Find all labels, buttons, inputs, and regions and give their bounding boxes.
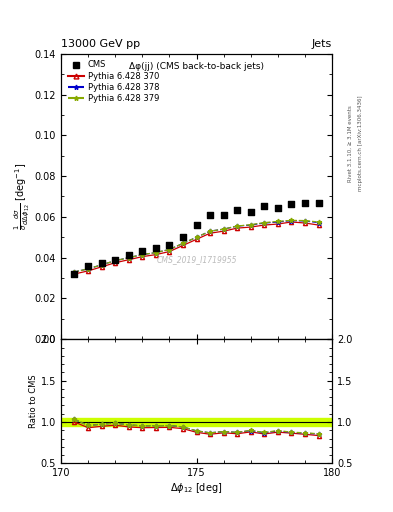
Pythia 6.428 378 xyxy=(153,249,158,255)
CMS xyxy=(193,221,200,229)
Text: Rivet 3.1.10, ≥ 3.1M events: Rivet 3.1.10, ≥ 3.1M events xyxy=(348,105,353,182)
Pythia 6.428 378 xyxy=(113,258,118,264)
Pythia 6.428 379 xyxy=(127,254,131,261)
Pythia 6.428 379 xyxy=(303,218,307,224)
Pythia 6.428 378 xyxy=(72,269,77,275)
CMS xyxy=(139,246,145,254)
CMS xyxy=(288,200,294,208)
Pythia 6.428 370 xyxy=(127,257,131,263)
Text: mcplots.cern.ch [arXiv:1306.3436]: mcplots.cern.ch [arXiv:1306.3436] xyxy=(358,96,363,191)
CMS xyxy=(261,202,268,210)
Pythia 6.428 370 xyxy=(289,219,294,225)
Pythia 6.428 378 xyxy=(180,240,185,246)
Pythia 6.428 378 xyxy=(194,234,199,240)
Pythia 6.428 379 xyxy=(221,226,226,232)
Y-axis label: $\frac{1}{\sigma}\frac{d\sigma}{d\Delta\phi_{12}}$ [deg$^{-1}$]: $\frac{1}{\sigma}\frac{d\sigma}{d\Delta\… xyxy=(13,163,32,230)
Pythia 6.428 378 xyxy=(235,223,240,229)
Pythia 6.428 379 xyxy=(248,222,253,228)
CMS xyxy=(112,255,118,264)
Pythia 6.428 370 xyxy=(86,268,90,274)
Pythia 6.428 378 xyxy=(289,218,294,224)
Line: Pythia 6.428 370: Pythia 6.428 370 xyxy=(72,220,321,276)
Pythia 6.428 370 xyxy=(262,222,267,228)
Pythia 6.428 379 xyxy=(208,228,213,234)
Text: Δφ(jj) (CMS back-to-back jets): Δφ(jj) (CMS back-to-back jets) xyxy=(129,62,264,71)
Line: Pythia 6.428 378: Pythia 6.428 378 xyxy=(72,218,321,274)
CMS xyxy=(152,244,159,252)
CMS xyxy=(315,199,321,207)
Pythia 6.428 370 xyxy=(99,264,104,270)
Pythia 6.428 379 xyxy=(140,251,145,258)
CMS xyxy=(220,211,227,219)
CMS xyxy=(99,259,105,267)
Pythia 6.428 379 xyxy=(113,258,118,264)
Pythia 6.428 379 xyxy=(275,218,280,224)
Bar xyxy=(61,418,332,426)
Pythia 6.428 378 xyxy=(221,226,226,232)
CMS xyxy=(166,241,173,249)
CMS xyxy=(275,204,281,212)
Pythia 6.428 378 xyxy=(167,246,172,252)
Pythia 6.428 378 xyxy=(99,262,104,268)
Pythia 6.428 370 xyxy=(153,251,158,258)
CMS xyxy=(85,262,91,270)
Pythia 6.428 370 xyxy=(303,220,307,226)
Line: Pythia 6.428 379: Pythia 6.428 379 xyxy=(72,218,321,274)
Pythia 6.428 370 xyxy=(72,271,77,277)
Pythia 6.428 378 xyxy=(303,218,307,224)
CMS xyxy=(234,206,241,214)
Pythia 6.428 370 xyxy=(180,242,185,248)
Pythia 6.428 378 xyxy=(127,254,131,261)
Pythia 6.428 370 xyxy=(316,222,321,228)
Pythia 6.428 370 xyxy=(275,221,280,227)
Text: Jets: Jets xyxy=(312,38,332,49)
Pythia 6.428 379 xyxy=(167,246,172,252)
Text: 13000 GeV pp: 13000 GeV pp xyxy=(61,38,140,49)
Pythia 6.428 370 xyxy=(113,260,118,266)
Pythia 6.428 378 xyxy=(248,222,253,228)
Text: CMS_2019_I1719955: CMS_2019_I1719955 xyxy=(156,255,237,264)
Pythia 6.428 370 xyxy=(167,248,172,254)
Pythia 6.428 370 xyxy=(140,253,145,260)
Pythia 6.428 379 xyxy=(72,269,77,275)
Pythia 6.428 378 xyxy=(140,251,145,258)
Pythia 6.428 379 xyxy=(86,266,90,272)
Pythia 6.428 379 xyxy=(180,240,185,246)
Y-axis label: Ratio to CMS: Ratio to CMS xyxy=(29,374,38,428)
Pythia 6.428 378 xyxy=(208,228,213,234)
CMS xyxy=(207,211,213,219)
Pythia 6.428 379 xyxy=(153,249,158,255)
Pythia 6.428 370 xyxy=(248,224,253,230)
Pythia 6.428 370 xyxy=(235,225,240,231)
CMS xyxy=(126,250,132,259)
Pythia 6.428 379 xyxy=(194,234,199,240)
Pythia 6.428 378 xyxy=(275,219,280,225)
Pythia 6.428 378 xyxy=(262,220,267,226)
CMS xyxy=(248,208,254,216)
CMS xyxy=(180,233,186,241)
Pythia 6.428 379 xyxy=(289,217,294,223)
Pythia 6.428 370 xyxy=(221,228,226,234)
CMS xyxy=(302,199,308,207)
Pythia 6.428 378 xyxy=(316,220,321,226)
Legend: CMS, Pythia 6.428 370, Pythia 6.428 378, Pythia 6.428 379: CMS, Pythia 6.428 370, Pythia 6.428 378,… xyxy=(65,58,162,105)
Pythia 6.428 378 xyxy=(86,266,90,272)
Pythia 6.428 379 xyxy=(262,220,267,226)
Pythia 6.428 379 xyxy=(99,262,104,268)
Pythia 6.428 370 xyxy=(194,236,199,242)
X-axis label: $\Delta\phi_{12}$ [deg]: $\Delta\phi_{12}$ [deg] xyxy=(170,481,223,495)
Pythia 6.428 370 xyxy=(208,230,213,236)
CMS xyxy=(72,270,78,278)
Pythia 6.428 379 xyxy=(316,219,321,225)
Pythia 6.428 379 xyxy=(235,223,240,229)
